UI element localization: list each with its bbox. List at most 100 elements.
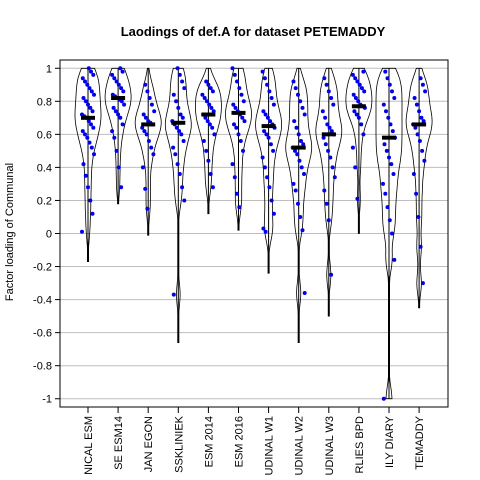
data-point bbox=[416, 215, 421, 219]
data-point bbox=[293, 188, 298, 193]
data-point bbox=[113, 109, 118, 114]
data-point bbox=[231, 102, 236, 107]
data-point bbox=[388, 122, 393, 127]
violin-outline bbox=[345, 67, 373, 234]
data-point bbox=[350, 72, 355, 77]
data-point bbox=[390, 231, 394, 236]
y-axis: 1 0.8 0.6 0.4 0.2 0 -0.2 -0.4 -0.6 -0.8 -1 bbox=[33, 63, 60, 406]
data-point bbox=[266, 135, 271, 140]
data-point bbox=[265, 175, 270, 180]
data-point bbox=[212, 132, 217, 137]
data-point bbox=[143, 82, 148, 87]
data-point bbox=[359, 86, 364, 91]
data-point bbox=[182, 86, 187, 91]
data-point bbox=[381, 396, 386, 401]
data-point bbox=[383, 69, 388, 74]
data-point bbox=[267, 185, 272, 190]
data-point bbox=[390, 129, 395, 134]
data-point bbox=[386, 115, 391, 120]
data-point bbox=[302, 291, 307, 295]
data-point bbox=[81, 96, 86, 100]
data-point bbox=[418, 244, 423, 249]
data-point bbox=[143, 186, 148, 191]
data-point bbox=[389, 162, 394, 167]
chart-title: Laodings of def.A for dataset PETEMADDY bbox=[121, 24, 386, 39]
data-point bbox=[262, 76, 267, 81]
data-point bbox=[91, 125, 96, 130]
y-tick-label: 0 bbox=[46, 229, 52, 241]
x-category-label: UDINAL W3 bbox=[324, 416, 336, 476]
data-point bbox=[110, 92, 115, 97]
violin-outline bbox=[285, 67, 313, 343]
data-point bbox=[180, 115, 185, 120]
data-point bbox=[295, 152, 300, 157]
violin-outline bbox=[405, 67, 433, 309]
data-point bbox=[417, 109, 422, 114]
data-point bbox=[352, 109, 357, 114]
data-point bbox=[382, 142, 387, 147]
data-point bbox=[230, 66, 235, 71]
data-point bbox=[143, 115, 148, 120]
data-point bbox=[81, 162, 86, 167]
data-point bbox=[182, 198, 187, 203]
data-point bbox=[268, 119, 273, 124]
data-point bbox=[415, 132, 420, 137]
data-point bbox=[420, 281, 425, 286]
data-point bbox=[385, 76, 390, 81]
data-point bbox=[86, 102, 90, 107]
data-point bbox=[237, 205, 242, 210]
data-point bbox=[89, 122, 93, 127]
data-point bbox=[118, 66, 123, 71]
data-point bbox=[90, 109, 95, 114]
data-point bbox=[207, 122, 212, 127]
data-point bbox=[120, 69, 125, 74]
y-tick-label: 0.8 bbox=[37, 96, 52, 108]
data-point bbox=[208, 86, 213, 91]
data-point bbox=[353, 165, 358, 170]
data-point bbox=[329, 272, 334, 277]
data-point bbox=[116, 165, 121, 170]
data-point bbox=[387, 82, 392, 87]
violin-outline bbox=[315, 67, 343, 317]
data-point bbox=[122, 102, 127, 107]
data-point bbox=[146, 119, 151, 124]
data-point bbox=[174, 125, 179, 130]
data-point bbox=[203, 115, 208, 120]
data-point bbox=[202, 96, 207, 100]
data-point bbox=[91, 72, 96, 77]
data-point bbox=[383, 191, 388, 196]
data-point bbox=[207, 102, 212, 107]
data-point bbox=[322, 76, 327, 81]
data-point bbox=[86, 66, 91, 71]
data-point bbox=[355, 196, 360, 201]
data-point bbox=[264, 132, 269, 137]
data-point bbox=[119, 185, 124, 190]
data-point bbox=[420, 82, 425, 87]
data-point bbox=[83, 99, 88, 104]
data-point bbox=[296, 92, 300, 97]
data-point bbox=[302, 112, 307, 117]
data-point bbox=[269, 96, 274, 100]
data-point bbox=[300, 105, 305, 110]
x-category-label: UDINAL W2 bbox=[294, 416, 306, 476]
data-point bbox=[291, 79, 296, 84]
data-point bbox=[89, 69, 93, 74]
data-point bbox=[80, 129, 85, 134]
data-point bbox=[353, 76, 358, 81]
data-point bbox=[417, 139, 422, 143]
data-point bbox=[419, 115, 424, 120]
data-point bbox=[209, 105, 214, 110]
data-point bbox=[116, 82, 121, 87]
data-point bbox=[86, 119, 91, 124]
data-point bbox=[87, 86, 92, 91]
data-point bbox=[265, 115, 270, 120]
data-point bbox=[114, 148, 119, 153]
data-point bbox=[298, 99, 303, 104]
data-point bbox=[269, 198, 274, 203]
data-point bbox=[152, 109, 157, 114]
data-point bbox=[80, 76, 85, 81]
data-point bbox=[110, 72, 115, 77]
y-tick-label: -0.6 bbox=[33, 328, 52, 340]
data-point bbox=[87, 140, 92, 145]
